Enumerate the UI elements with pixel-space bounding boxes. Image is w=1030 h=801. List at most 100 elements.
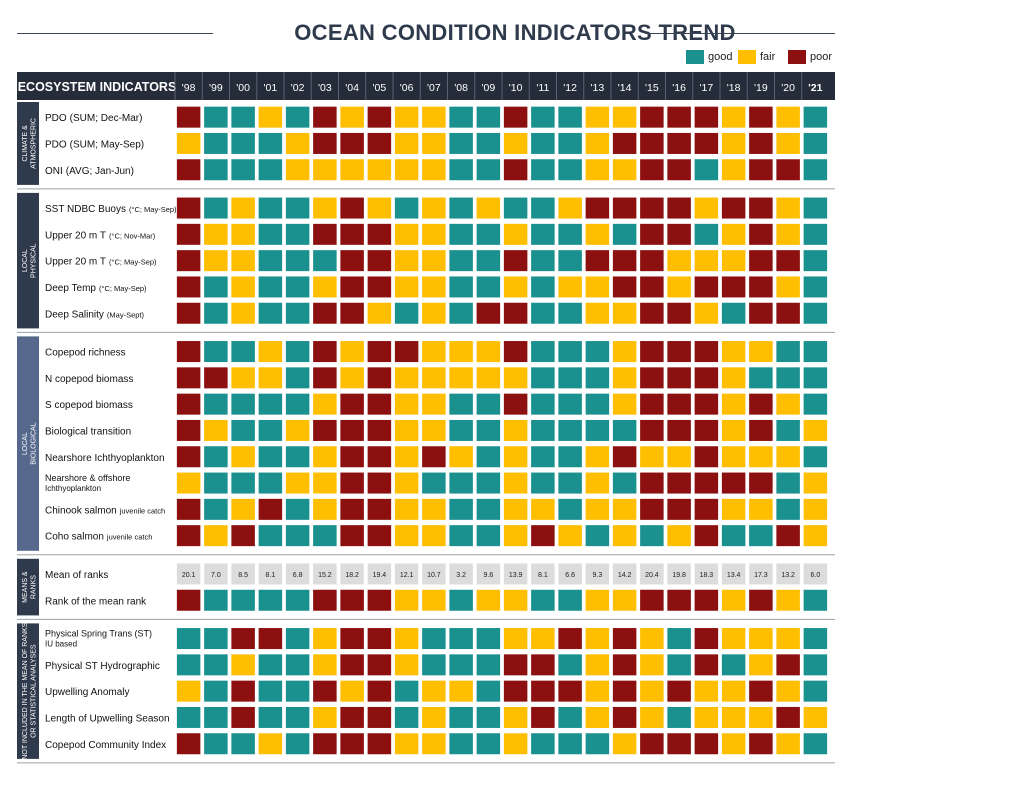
indicator-cell (558, 393, 582, 415)
indicator-cell (531, 419, 555, 441)
mean-rank-cell (340, 563, 364, 585)
row-label-main: Upwelling Anomaly (45, 687, 130, 698)
indicator-cell (176, 733, 201, 755)
indicator-cell (531, 628, 555, 650)
indicator-cell (313, 132, 337, 154)
indicator-cell (803, 197, 828, 219)
indicator-cell (803, 159, 828, 181)
row-label-main: Deep Temp (45, 283, 96, 294)
indicator-cell (694, 132, 719, 154)
indicator-cell (640, 341, 664, 363)
indicator-cell (776, 733, 800, 755)
indicator-cell (258, 628, 283, 650)
indicator-cell (313, 446, 337, 468)
indicator-cell (340, 446, 364, 468)
mean-rank-value: 18.2 (345, 572, 359, 579)
indicator-cell (667, 589, 691, 611)
indicator-cell (449, 589, 473, 611)
indicator-cell (503, 393, 528, 415)
indicator-cell (531, 525, 555, 547)
indicator-cell (749, 276, 773, 298)
indicator-cell (367, 446, 392, 468)
mean-rank-cell (612, 563, 637, 585)
indicator-cell (558, 223, 582, 245)
indicator-cell (531, 106, 555, 128)
indicator-cell (640, 159, 664, 181)
indicator-cell (721, 628, 746, 650)
group-label-line: PHYSICAL (31, 243, 38, 278)
indicator-cell (694, 302, 719, 324)
indicator-cell (721, 302, 746, 324)
indicator-cell (667, 525, 691, 547)
indicator-cell (476, 132, 501, 154)
indicator-cell (667, 276, 691, 298)
row-label-note: (°C; May-Sep) (109, 258, 157, 267)
indicator-cell (640, 393, 664, 415)
indicator-cell (721, 106, 746, 128)
group-label-line: ATMOSPHERIC (31, 118, 38, 169)
indicator-cell (204, 223, 228, 245)
mean-rank-value: 15.2 (318, 572, 332, 579)
indicator-cell (367, 680, 392, 702)
indicator-cell (449, 223, 473, 245)
year-label: '08 (454, 82, 468, 94)
indicator-cell (612, 159, 637, 181)
mean-rank-cell (531, 563, 555, 585)
indicator-cell (776, 706, 800, 728)
indicator-cell (285, 367, 310, 389)
indicator-cell (803, 680, 828, 702)
year-label: '02 (291, 82, 305, 94)
legend-label-good: good (708, 51, 733, 63)
indicator-cell (204, 525, 228, 547)
indicator-cell (176, 589, 201, 611)
indicator-cell (640, 498, 664, 520)
indicator-cell (313, 680, 337, 702)
year-label: '17 (700, 82, 714, 94)
indicator-cell (340, 106, 364, 128)
indicator-cell (803, 706, 828, 728)
indicator-cell (776, 654, 800, 676)
indicator-cell (558, 159, 582, 181)
legend-swatch-poor (788, 50, 806, 64)
indicator-cell (231, 393, 255, 415)
indicator-cell (204, 276, 228, 298)
indicator-cell (231, 498, 255, 520)
indicator-cell (422, 250, 446, 272)
indicator-cell (503, 250, 528, 272)
row-label-main: Nearshore Ichthyoplankton (45, 453, 165, 464)
indicator-cell (313, 733, 337, 755)
indicator-cell (394, 367, 419, 389)
indicator-cell (640, 132, 664, 154)
indicator-cell (422, 628, 446, 650)
indicator-cell (422, 706, 446, 728)
indicator-cell (285, 341, 310, 363)
indicator-cell (503, 159, 528, 181)
indicator-cell (476, 159, 501, 181)
row-label-main: S copepod biomass (45, 400, 133, 411)
indicator-cell (476, 589, 501, 611)
indicator-cell (204, 393, 228, 415)
indicator-cell (394, 106, 419, 128)
row-label: Coho salmon juvenile catch (45, 532, 152, 543)
group-label: CLIMATE & ATMOSPHERIC (22, 118, 38, 169)
indicator-cell (803, 446, 828, 468)
indicator-cell (176, 446, 201, 468)
indicator-cell (721, 197, 746, 219)
indicator-cell (667, 367, 691, 389)
indicator-cell (776, 341, 800, 363)
indicator-cell (640, 223, 664, 245)
row-label: Physical Spring Trans (ST) (45, 629, 152, 639)
indicator-cell (285, 419, 310, 441)
group-label-line: MEANS & (22, 571, 29, 603)
indicator-cell (340, 680, 364, 702)
row-label-main: Physical ST Hydrographic (45, 661, 160, 672)
indicator-cell (476, 498, 501, 520)
indicator-cell (667, 132, 691, 154)
indicator-cell (531, 276, 555, 298)
indicator-cell (285, 446, 310, 468)
indicator-cell (258, 706, 283, 728)
row-label: Upper 20 m T (°C; May-Sep) (45, 257, 157, 268)
indicator-cell (721, 276, 746, 298)
indicator-cell (449, 341, 473, 363)
row-label-main: Chinook salmon (45, 505, 117, 516)
